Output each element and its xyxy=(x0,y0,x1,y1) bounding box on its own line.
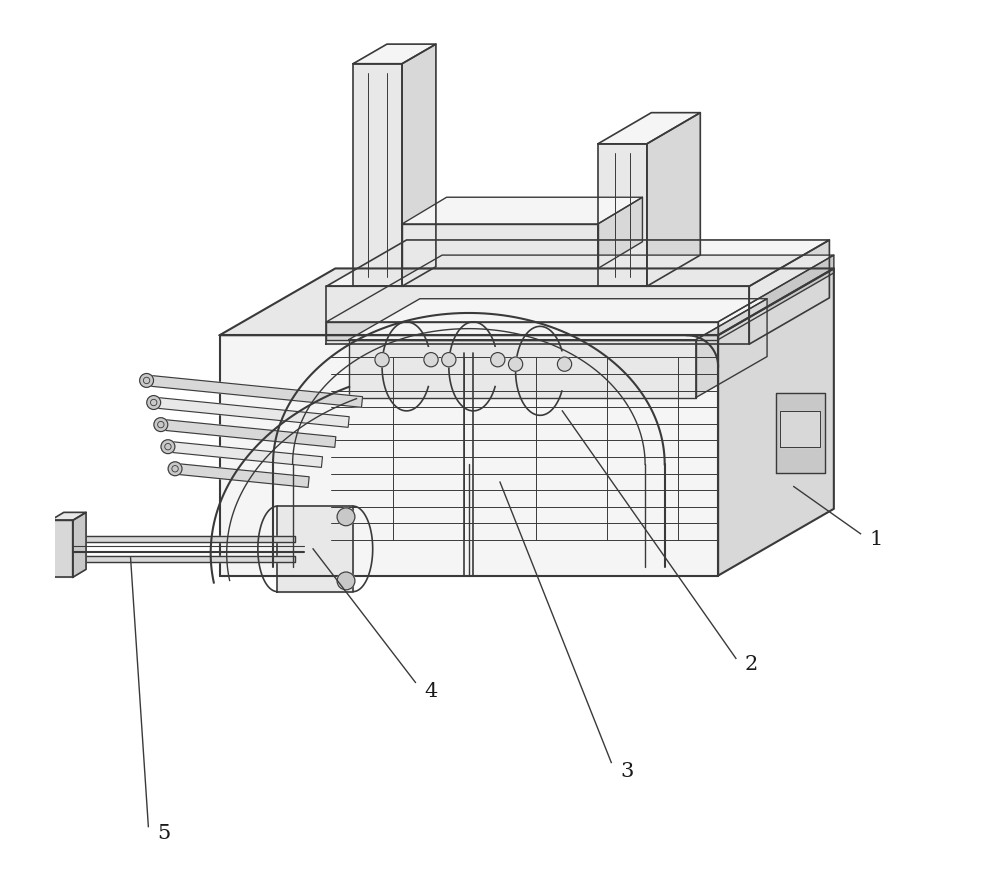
Polygon shape xyxy=(402,44,436,287)
Polygon shape xyxy=(167,441,322,467)
Text: 5: 5 xyxy=(157,824,171,843)
Polygon shape xyxy=(175,463,309,488)
Polygon shape xyxy=(50,513,86,521)
Polygon shape xyxy=(776,393,825,473)
Circle shape xyxy=(508,357,523,371)
Circle shape xyxy=(337,508,355,526)
Circle shape xyxy=(161,439,175,454)
Polygon shape xyxy=(353,63,402,287)
Polygon shape xyxy=(749,240,829,344)
Circle shape xyxy=(442,353,456,367)
Polygon shape xyxy=(153,397,349,428)
Polygon shape xyxy=(718,269,834,576)
Polygon shape xyxy=(402,197,642,224)
Circle shape xyxy=(168,462,182,476)
Circle shape xyxy=(140,373,154,388)
Polygon shape xyxy=(50,521,73,578)
Polygon shape xyxy=(220,269,834,335)
Circle shape xyxy=(375,353,389,367)
Polygon shape xyxy=(647,113,700,287)
Polygon shape xyxy=(696,299,767,397)
Polygon shape xyxy=(349,299,767,339)
Circle shape xyxy=(491,353,505,367)
Polygon shape xyxy=(598,113,700,144)
Polygon shape xyxy=(277,506,353,591)
Polygon shape xyxy=(73,556,295,563)
Polygon shape xyxy=(349,339,696,397)
Polygon shape xyxy=(598,144,647,287)
Text: 4: 4 xyxy=(424,682,438,701)
Text: 1: 1 xyxy=(869,530,883,549)
Polygon shape xyxy=(146,375,363,407)
Polygon shape xyxy=(73,536,295,542)
Polygon shape xyxy=(326,321,718,339)
Text: 3: 3 xyxy=(620,762,634,781)
Circle shape xyxy=(424,353,438,367)
Polygon shape xyxy=(718,255,834,339)
Text: 2: 2 xyxy=(745,655,758,674)
Polygon shape xyxy=(73,513,86,578)
Polygon shape xyxy=(326,287,749,344)
Circle shape xyxy=(337,572,355,589)
Polygon shape xyxy=(598,197,642,269)
Polygon shape xyxy=(326,240,829,287)
Polygon shape xyxy=(160,420,336,447)
Polygon shape xyxy=(353,44,436,63)
Polygon shape xyxy=(780,411,820,446)
Polygon shape xyxy=(326,255,834,321)
Circle shape xyxy=(147,396,161,410)
Polygon shape xyxy=(402,224,598,269)
Circle shape xyxy=(154,418,168,431)
Circle shape xyxy=(557,357,572,371)
Polygon shape xyxy=(220,335,718,576)
